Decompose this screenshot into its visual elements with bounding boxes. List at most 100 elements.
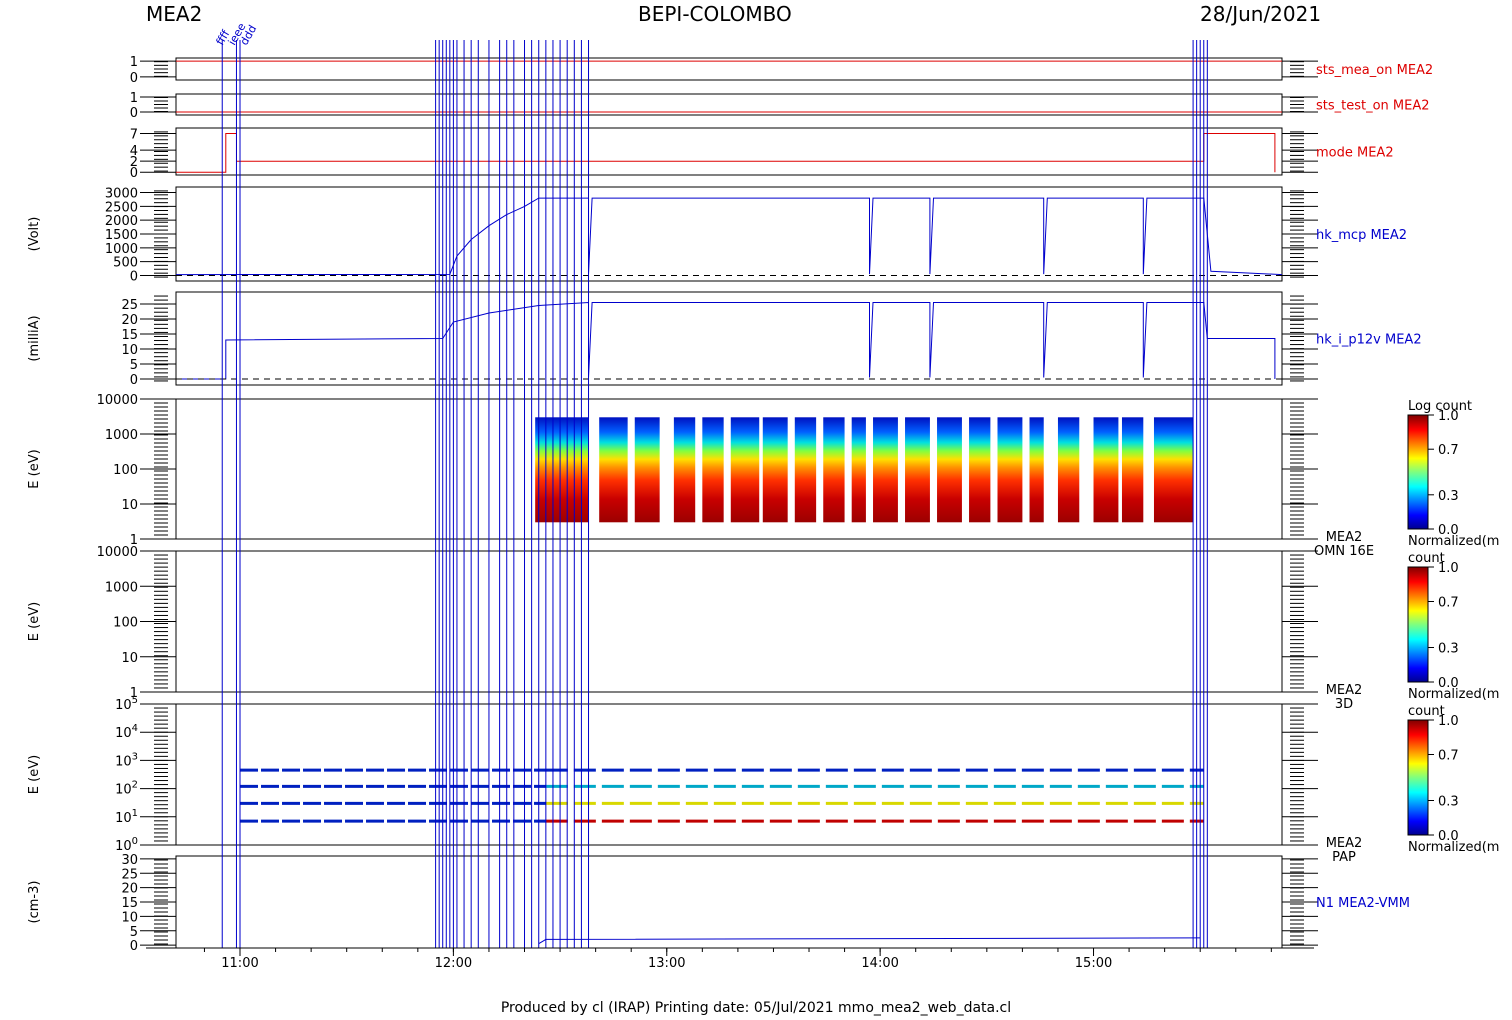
panel-name: sts_test_on MEA2 [1316, 99, 1430, 114]
y-axis-label: (Volt) [27, 217, 42, 252]
x-tick-label: 13:00 [648, 956, 685, 971]
panel-name: MEA2 [1326, 836, 1363, 851]
x-tick-label: 15:00 [1075, 956, 1112, 971]
colorbar-label: Normalized(m [1408, 687, 1499, 702]
y-tick-label: 1000 [105, 428, 138, 443]
y-tick-label: 1000 [105, 580, 138, 595]
y-tick-label: 1 [130, 91, 138, 106]
colorbar-tick-label: 1.0 [1438, 409, 1459, 424]
y-tick-label: 5 [130, 358, 138, 373]
y-tick-label: 0 [130, 106, 138, 121]
y-tick-label: 30 [121, 853, 138, 868]
spectrogram-block [1029, 417, 1044, 523]
y-tick-label: 101 [115, 808, 138, 826]
colorbar-label: Normalized(m [1408, 534, 1499, 549]
y-tick-label: 0 [130, 373, 138, 388]
y-tick-label: 15 [121, 896, 138, 911]
y-axis-label: (milliA) [27, 315, 42, 361]
colorbar [1407, 719, 1429, 836]
panel-name: hk_mcp MEA2 [1316, 228, 1407, 243]
y-tick-label: 1500 [105, 228, 138, 243]
colorbar-tick-label: 0.0 [1438, 676, 1459, 691]
panel-name: sts_mea_on MEA2 [1316, 63, 1433, 78]
spectrogram-block [851, 417, 866, 523]
spectrogram-block [905, 417, 930, 523]
spectrogram-block [794, 417, 817, 523]
y-tick-label: 102 [115, 780, 138, 798]
colorbar-title: count [1408, 704, 1445, 719]
y-tick-label: 0 [130, 166, 138, 181]
y-tick-label: 100 [113, 616, 138, 631]
panel-name: MEA2 [1326, 683, 1363, 698]
title-left: MEA2 [146, 2, 203, 26]
series-line [538, 937, 1201, 945]
panel-frame [175, 127, 1283, 176]
x-axis: 11:00 12:00 13:00 14:00 15:00 [146, 947, 1314, 971]
colorbar-tick-label: 0.3 [1438, 489, 1459, 504]
spectrogram-block [1153, 417, 1194, 523]
panel-frame [175, 550, 1283, 693]
panel-frame [175, 855, 1283, 949]
colorbar [1407, 414, 1429, 530]
x-tick-label: 12:00 [435, 956, 472, 971]
y-tick-label: 0 [130, 269, 138, 284]
colorbar-tick-label: 0.0 [1438, 523, 1459, 538]
y-tick-label: 25 [121, 867, 138, 882]
y-tick-label: 15 [121, 328, 138, 343]
y-axis-label: E (eV) [27, 602, 42, 641]
colorbar-tick-label: 1.0 [1438, 714, 1459, 729]
spectrogram-block [599, 417, 628, 523]
panel-frame [175, 291, 1283, 386]
spectrogram-block [762, 417, 788, 523]
colorbar-tick-label: 0.0 [1438, 829, 1459, 844]
panel-frame [175, 703, 1283, 846]
y-tick-label: 2000 [105, 214, 138, 229]
title-right: 28/Jun/2021 [1200, 2, 1322, 26]
colorbars: Log count 0.0 0.3 0.7 1.0 Normalized(m count 0.… [1407, 399, 1499, 855]
y-tick-label: 100 [115, 836, 138, 854]
colorbar-tick-label: 1.0 [1438, 561, 1459, 576]
x-tick-label: 14:00 [861, 956, 898, 971]
colorbar-tick-label: 0.7 [1438, 443, 1459, 458]
y-axis-label: E (eV) [27, 755, 42, 794]
title-center: BEPI-COLOMBO [638, 2, 792, 26]
y-tick-label: 2 [130, 155, 138, 170]
y-tick-label: 0 [130, 71, 138, 86]
series-line [176, 133, 1276, 173]
y-tick-label: 20 [121, 313, 138, 328]
spectrogram-block [823, 417, 845, 523]
colorbar-tick-label: 0.7 [1438, 749, 1459, 764]
footer-credits: Produced by cl (IRAP) Printing date: 05/… [500, 1000, 1012, 1016]
spectrogram-block [1121, 417, 1144, 523]
spectrogram-block [969, 417, 991, 523]
panel-frame [175, 57, 1283, 81]
y-tick-label: 3000 [105, 187, 138, 202]
colorbar-tick-label: 0.3 [1438, 642, 1459, 657]
y-tick-label: 2500 [105, 200, 138, 215]
panel-name: OMN 16E [1314, 544, 1374, 559]
y-tick-label: 500 [113, 256, 138, 271]
colorbar-title: count [1408, 551, 1445, 566]
colorbar-tick-label: 0.3 [1438, 795, 1459, 810]
y-tick-label: 0 [130, 939, 138, 954]
y-tick-label: 100 [113, 463, 138, 478]
spectrogram-block [1093, 417, 1119, 523]
spectrogram-block [634, 417, 660, 523]
panel-name: MEA2 [1326, 530, 1363, 545]
panel-name: mode MEA2 [1316, 146, 1394, 161]
colorbar [1407, 566, 1429, 683]
y-tick-label: 7 [130, 128, 138, 143]
y-tick-label: 1 [130, 55, 138, 70]
y-tick-label: 25 [121, 298, 138, 313]
y-tick-label: 1000 [105, 242, 138, 257]
spectrogram-block [702, 417, 724, 523]
y-tick-label: 4 [130, 144, 138, 159]
y-tick-label: 105 [115, 695, 138, 713]
y-tick-label: 10 [121, 910, 138, 925]
panel-name: hk_i_p12v MEA2 [1316, 333, 1422, 348]
spectrogram-block [673, 417, 696, 523]
panel-name: 3D [1335, 697, 1353, 712]
panel-name: N1 MEA2-VMM [1316, 896, 1410, 911]
